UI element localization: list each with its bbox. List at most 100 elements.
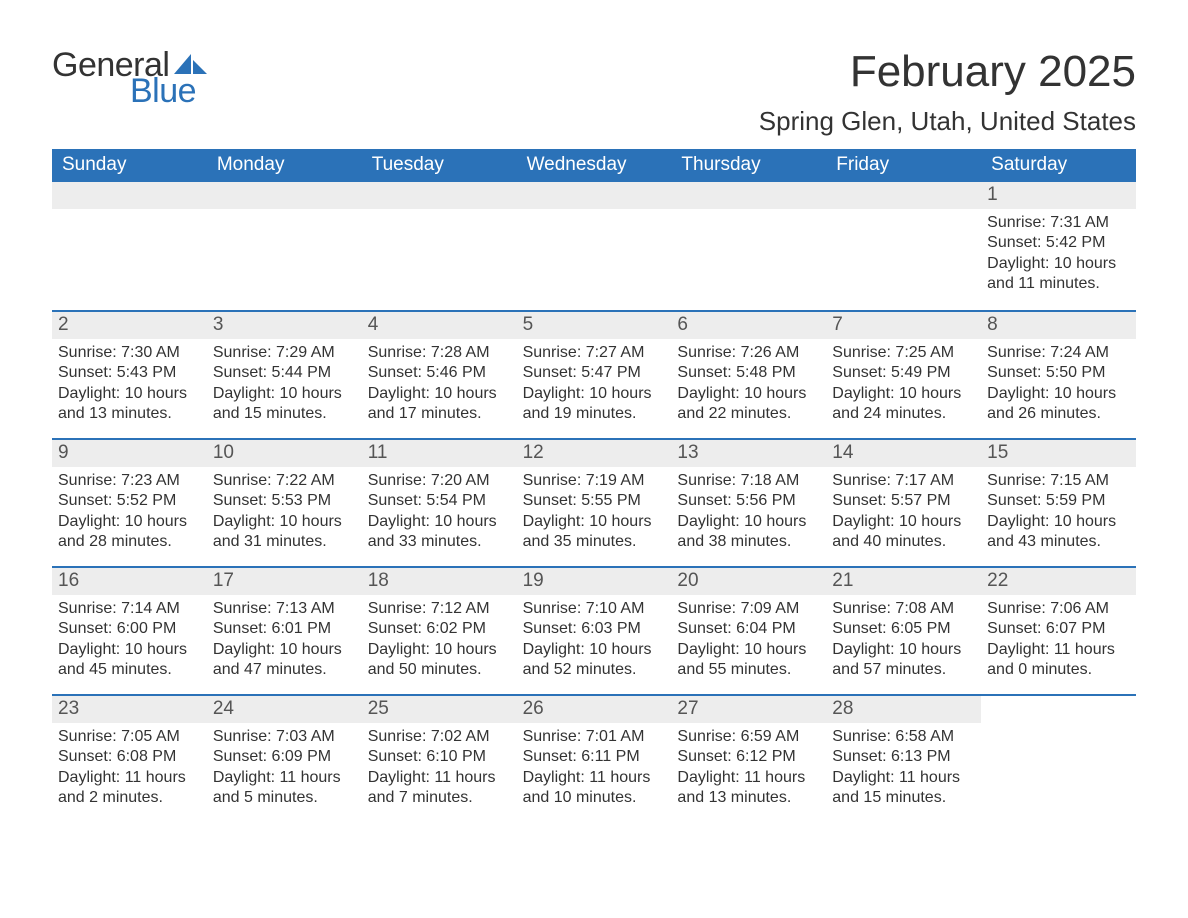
- day-body: Sunrise: 7:20 AMSunset: 5:54 PMDaylight:…: [362, 467, 517, 563]
- empty-day-header: [517, 182, 672, 209]
- day-number: 19: [517, 568, 672, 594]
- day-body: Sunrise: 7:29 AMSunset: 5:44 PMDaylight:…: [207, 339, 362, 435]
- sunset-line: Sunset: 5:46 PM: [368, 363, 511, 383]
- sunrise-line: Sunrise: 6:59 AM: [677, 727, 820, 747]
- sunset-line: Sunset: 6:00 PM: [58, 619, 201, 639]
- daylight-line-2: and 5 minutes.: [213, 788, 356, 808]
- daylight-line-2: and 2 minutes.: [58, 788, 201, 808]
- day-number: 8: [981, 312, 1136, 338]
- sunset-line: Sunset: 6:08 PM: [58, 747, 201, 767]
- day-cell: [517, 182, 672, 310]
- daylight-line-2: and 0 minutes.: [987, 660, 1130, 680]
- daylight-line-1: Daylight: 10 hours: [368, 512, 511, 532]
- daylight-line-1: Daylight: 10 hours: [523, 640, 666, 660]
- week-row: 1Sunrise: 7:31 AMSunset: 5:42 PMDaylight…: [52, 182, 1136, 310]
- sunset-line: Sunset: 5:53 PM: [213, 491, 356, 511]
- daylight-line-2: and 15 minutes.: [832, 788, 975, 808]
- day-cell: 6Sunrise: 7:26 AMSunset: 5:48 PMDaylight…: [671, 312, 826, 438]
- calendar: SundayMondayTuesdayWednesdayThursdayFrid…: [52, 149, 1136, 822]
- daylight-line-2: and 40 minutes.: [832, 532, 975, 552]
- sunrise-line: Sunrise: 7:30 AM: [58, 343, 201, 363]
- day-cell: 21Sunrise: 7:08 AMSunset: 6:05 PMDayligh…: [826, 568, 981, 694]
- weekday-header-row: SundayMondayTuesdayWednesdayThursdayFrid…: [52, 149, 1136, 182]
- day-cell: 9Sunrise: 7:23 AMSunset: 5:52 PMDaylight…: [52, 440, 207, 566]
- sunset-line: Sunset: 6:02 PM: [368, 619, 511, 639]
- day-number: 28: [826, 696, 981, 722]
- day-number: 18: [362, 568, 517, 594]
- daylight-line-2: and 10 minutes.: [523, 788, 666, 808]
- day-cell: 22Sunrise: 7:06 AMSunset: 6:07 PMDayligh…: [981, 568, 1136, 694]
- sunrise-line: Sunrise: 7:01 AM: [523, 727, 666, 747]
- logo: General Blue: [52, 48, 209, 108]
- sunset-line: Sunset: 6:03 PM: [523, 619, 666, 639]
- day-body: Sunrise: 7:05 AMSunset: 6:08 PMDaylight:…: [52, 723, 207, 819]
- day-number: 10: [207, 440, 362, 466]
- daylight-line-1: Daylight: 10 hours: [58, 384, 201, 404]
- day-cell: 24Sunrise: 7:03 AMSunset: 6:09 PMDayligh…: [207, 696, 362, 822]
- sunrise-line: Sunrise: 7:24 AM: [987, 343, 1130, 363]
- sunrise-line: Sunrise: 7:15 AM: [987, 471, 1130, 491]
- day-cell: 25Sunrise: 7:02 AMSunset: 6:10 PMDayligh…: [362, 696, 517, 822]
- daylight-line-1: Daylight: 11 hours: [987, 640, 1130, 660]
- day-cell: [671, 182, 826, 310]
- day-number: 27: [671, 696, 826, 722]
- sunrise-line: Sunrise: 7:19 AM: [523, 471, 666, 491]
- daylight-line-2: and 24 minutes.: [832, 404, 975, 424]
- daylight-line-2: and 52 minutes.: [523, 660, 666, 680]
- sunrise-line: Sunrise: 7:25 AM: [832, 343, 975, 363]
- day-number: 11: [362, 440, 517, 466]
- daylight-line-2: and 7 minutes.: [368, 788, 511, 808]
- day-number: 22: [981, 568, 1136, 594]
- day-number: 14: [826, 440, 981, 466]
- daylight-line-2: and 43 minutes.: [987, 532, 1130, 552]
- day-body: Sunrise: 7:01 AMSunset: 6:11 PMDaylight:…: [517, 723, 672, 819]
- day-cell: 23Sunrise: 7:05 AMSunset: 6:08 PMDayligh…: [52, 696, 207, 822]
- weekday-tuesday: Tuesday: [362, 149, 517, 182]
- daylight-line-2: and 31 minutes.: [213, 532, 356, 552]
- daylight-line-1: Daylight: 10 hours: [523, 384, 666, 404]
- daylight-line-1: Daylight: 10 hours: [213, 384, 356, 404]
- sunset-line: Sunset: 5:57 PM: [832, 491, 975, 511]
- empty-day-header: [52, 182, 207, 209]
- week-row: 9Sunrise: 7:23 AMSunset: 5:52 PMDaylight…: [52, 438, 1136, 566]
- sunset-line: Sunset: 6:11 PM: [523, 747, 666, 767]
- sunset-line: Sunset: 5:59 PM: [987, 491, 1130, 511]
- daylight-line-1: Daylight: 10 hours: [832, 640, 975, 660]
- day-body: Sunrise: 7:06 AMSunset: 6:07 PMDaylight:…: [981, 595, 1136, 691]
- sunrise-line: Sunrise: 7:28 AM: [368, 343, 511, 363]
- day-body: Sunrise: 7:03 AMSunset: 6:09 PMDaylight:…: [207, 723, 362, 819]
- daylight-line-1: Daylight: 10 hours: [58, 640, 201, 660]
- day-body: Sunrise: 6:59 AMSunset: 6:12 PMDaylight:…: [671, 723, 826, 819]
- daylight-line-2: and 11 minutes.: [987, 274, 1130, 294]
- day-cell: 5Sunrise: 7:27 AMSunset: 5:47 PMDaylight…: [517, 312, 672, 438]
- daylight-line-2: and 28 minutes.: [58, 532, 201, 552]
- day-cell: 3Sunrise: 7:29 AMSunset: 5:44 PMDaylight…: [207, 312, 362, 438]
- sunrise-line: Sunrise: 7:03 AM: [213, 727, 356, 747]
- daylight-line-1: Daylight: 10 hours: [832, 512, 975, 532]
- sunrise-line: Sunrise: 7:05 AM: [58, 727, 201, 747]
- sunrise-line: Sunrise: 7:02 AM: [368, 727, 511, 747]
- day-number: 24: [207, 696, 362, 722]
- sunrise-line: Sunrise: 7:14 AM: [58, 599, 201, 619]
- sunset-line: Sunset: 5:50 PM: [987, 363, 1130, 383]
- day-body: Sunrise: 7:12 AMSunset: 6:02 PMDaylight:…: [362, 595, 517, 691]
- daylight-line-1: Daylight: 11 hours: [213, 768, 356, 788]
- day-body: Sunrise: 7:08 AMSunset: 6:05 PMDaylight:…: [826, 595, 981, 691]
- sunrise-line: Sunrise: 7:29 AM: [213, 343, 356, 363]
- daylight-line-1: Daylight: 10 hours: [987, 254, 1130, 274]
- title-block: February 2025 Spring Glen, Utah, United …: [759, 48, 1136, 137]
- daylight-line-2: and 13 minutes.: [58, 404, 201, 424]
- daylight-line-2: and 45 minutes.: [58, 660, 201, 680]
- weeks-container: 1Sunrise: 7:31 AMSunset: 5:42 PMDaylight…: [52, 182, 1136, 822]
- weekday-sunday: Sunday: [52, 149, 207, 182]
- daylight-line-1: Daylight: 11 hours: [523, 768, 666, 788]
- daylight-line-2: and 22 minutes.: [677, 404, 820, 424]
- sunrise-line: Sunrise: 7:13 AM: [213, 599, 356, 619]
- weekday-wednesday: Wednesday: [517, 149, 672, 182]
- empty-day-header: [671, 182, 826, 209]
- daylight-line-2: and 13 minutes.: [677, 788, 820, 808]
- logo-text-blue: Blue: [130, 74, 196, 108]
- sunrise-line: Sunrise: 7:31 AM: [987, 213, 1130, 233]
- sunset-line: Sunset: 5:55 PM: [523, 491, 666, 511]
- sunset-line: Sunset: 5:54 PM: [368, 491, 511, 511]
